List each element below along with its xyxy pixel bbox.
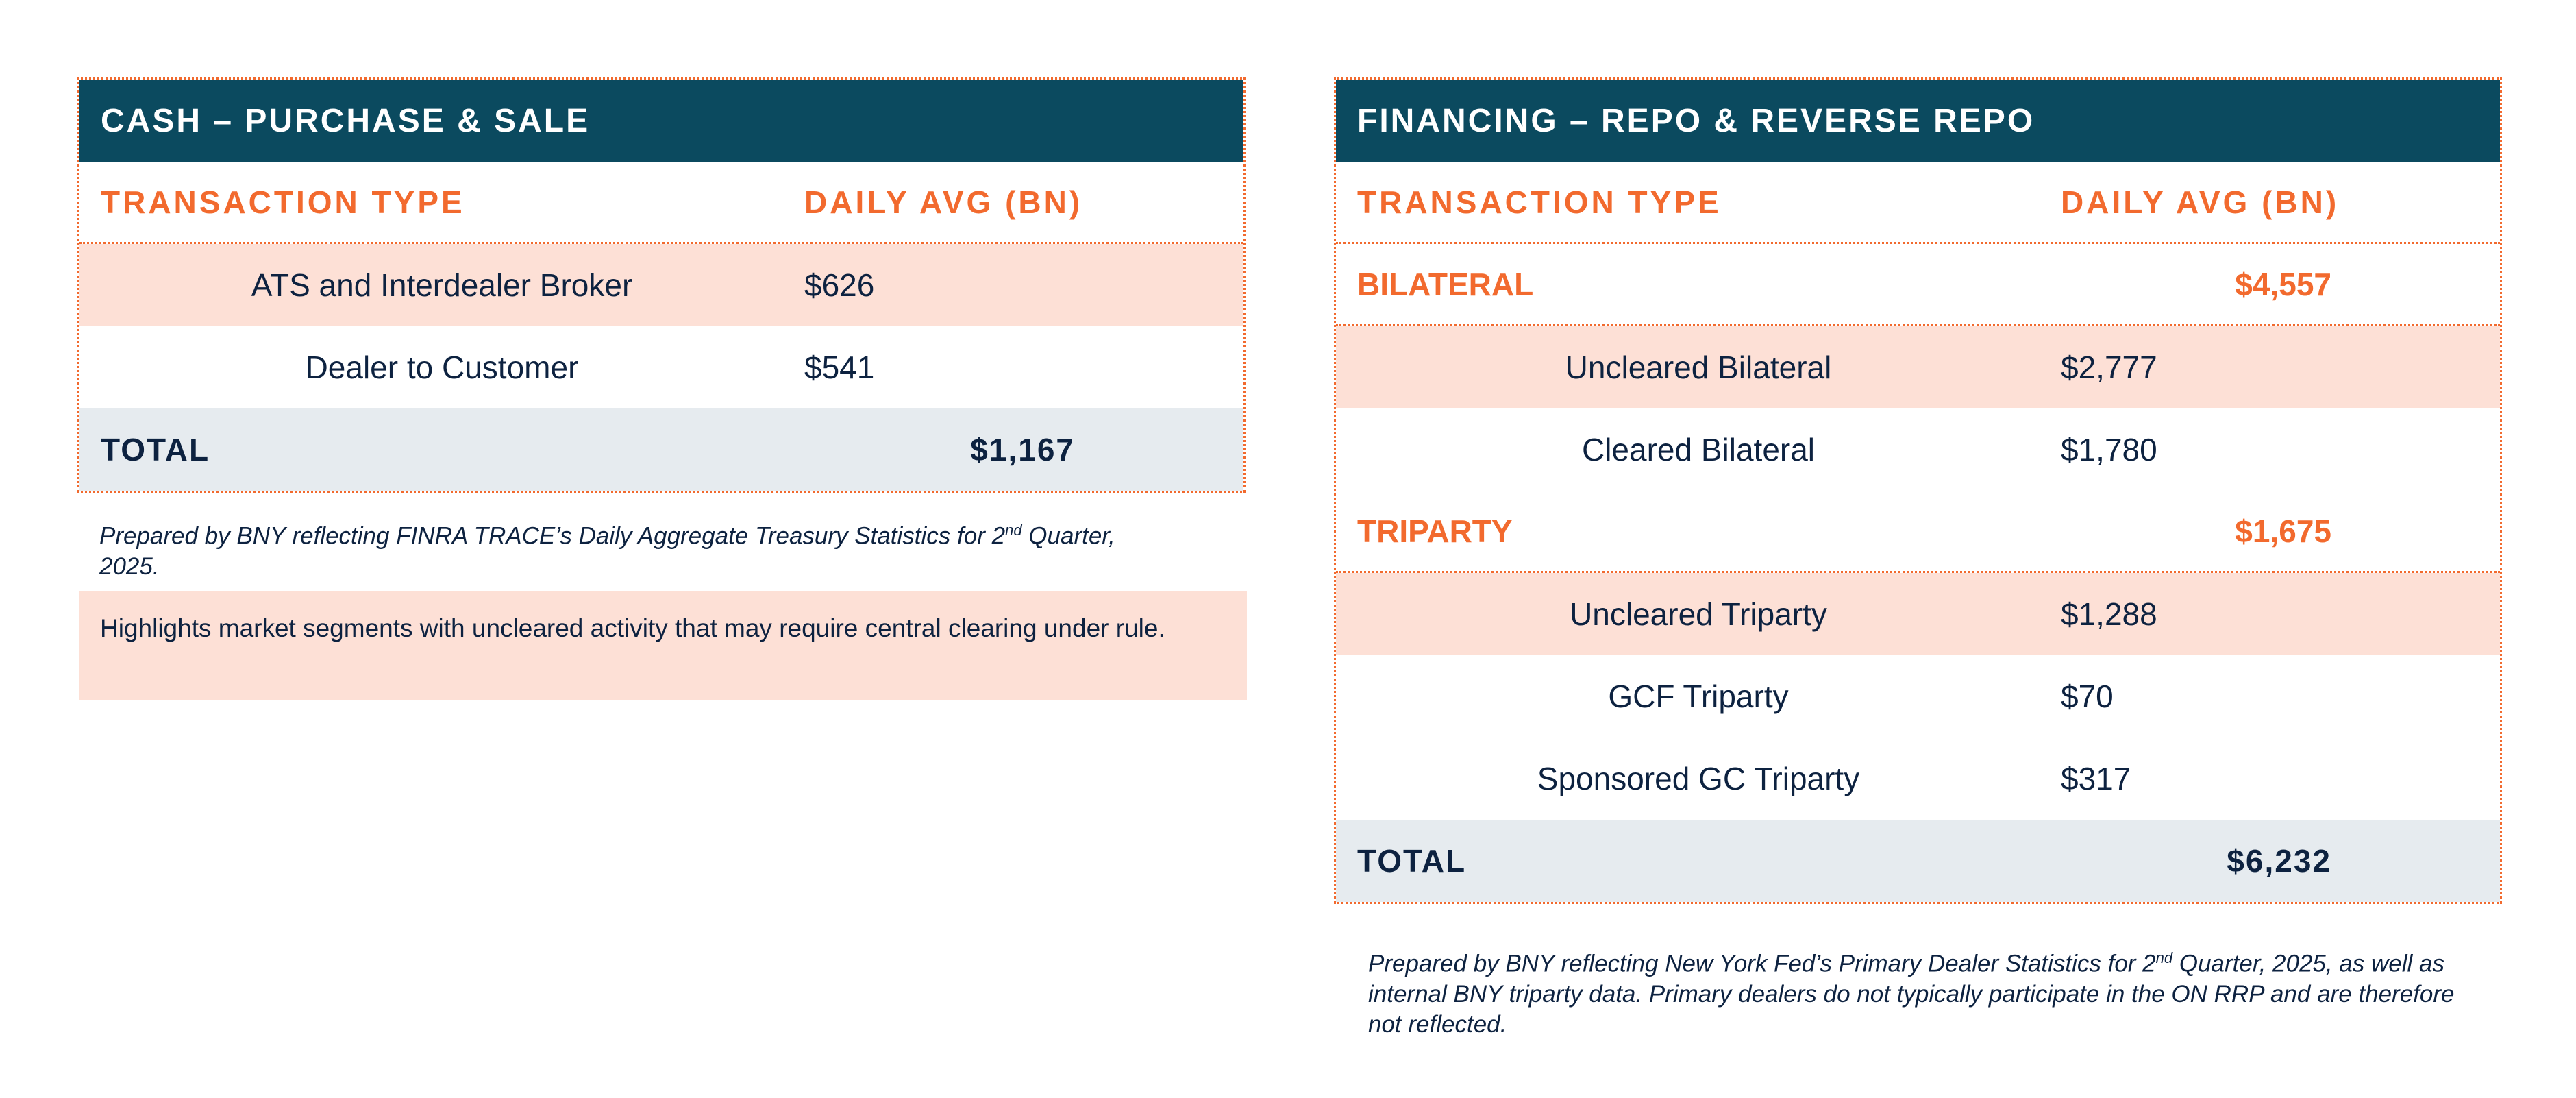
row-label: Uncleared Triparty [1570,596,1827,632]
column-header: DAILY AVG (BN) [2061,184,2340,220]
total-label: TOTAL [101,432,210,467]
row-label: Dealer to Customer [305,350,579,385]
group-row: BILATERAL $4,557 [1336,244,2500,326]
column-header: DAILY AVG (BN) [804,184,1083,220]
row-value: $541 [804,350,875,385]
column-header: TRANSACTION TYPE [1357,184,1722,220]
data-row: ATS and Interdealer Broker $626 [79,244,1243,326]
highlight-text: Highlights market segments with uncleare… [100,614,1165,642]
financing-table: FINANCING – REPO & REVERSE REPO TRANSACTI… [1334,77,2502,904]
note-text: Quarter, 2025. [99,522,1115,580]
highlight-box: Highlights market segments with uncleare… [79,591,1247,700]
row-label: Cleared Bilateral [1581,432,1816,467]
data-row: GCF Triparty $70 [1336,655,2500,737]
group-value: $1,675 [2235,513,2331,549]
group-label: BILATERAL [1357,266,1534,302]
row-label: Sponsored GC Triparty [1537,761,1860,796]
data-row: Uncleared Triparty $1,288 [1336,573,2500,655]
cash-table: CASH – PURCHASE & SALE TRANSACTION TYPE DA… [77,77,1246,493]
row-value: $1,780 [2061,432,2157,467]
column-header: TRANSACTION TYPE [101,184,465,220]
group-label: TRIPARTY [1357,513,1513,549]
table-title: FINANCING – REPO & REVERSE REPO [1336,80,2500,162]
data-row: Uncleared Bilateral $2,777 [1336,326,2500,408]
total-value: $1,167 [970,432,1075,467]
total-label: TOTAL [1357,843,1467,879]
row-label: Uncleared Bilateral [1565,350,1832,385]
note-sup: nd [2155,949,2173,966]
row-value: $317 [2061,761,2131,796]
data-row: Dealer to Customer $541 [79,326,1243,408]
note-sup: nd [1005,522,1022,539]
cash-note: Prepared by BNY reflecting FINRA TRACE’s… [99,515,1127,582]
note-text: Prepared by BNY reflecting New York Fed’… [1368,950,2156,977]
row-label: ATS and Interdealer Broker [251,267,633,303]
financing-note: Prepared by BNY reflecting New York Fed’… [1368,943,2464,1040]
row-value: $2,777 [2061,350,2157,385]
row-value: $626 [804,267,875,303]
data-row: Sponsored GC Triparty $317 [1336,737,2500,820]
note-text: Prepared by BNY reflecting FINRA TRACE’s… [99,522,1006,550]
total-row: TOTAL $6,232 [1336,820,2500,902]
column-header-row: TRANSACTION TYPE DAILY AVG (BN) [1336,162,2500,244]
row-value: $70 [2061,679,2114,714]
group-row: TRIPARTY $1,675 [1336,491,2500,573]
column-header-row: TRANSACTION TYPE DAILY AVG (BN) [79,162,1243,244]
total-value: $6,232 [2227,843,2331,879]
group-value: $4,557 [2235,266,2331,302]
row-value: $1,288 [2061,596,2157,632]
data-row: Cleared Bilateral $1,780 [1336,408,2500,491]
table-title: CASH – PURCHASE & SALE [79,80,1243,162]
note-text: Quarter, 2025, as well as internal BNY t… [1368,950,2455,1038]
row-label: GCF Triparty [1608,679,1789,714]
total-row: TOTAL $1,167 [79,408,1243,491]
